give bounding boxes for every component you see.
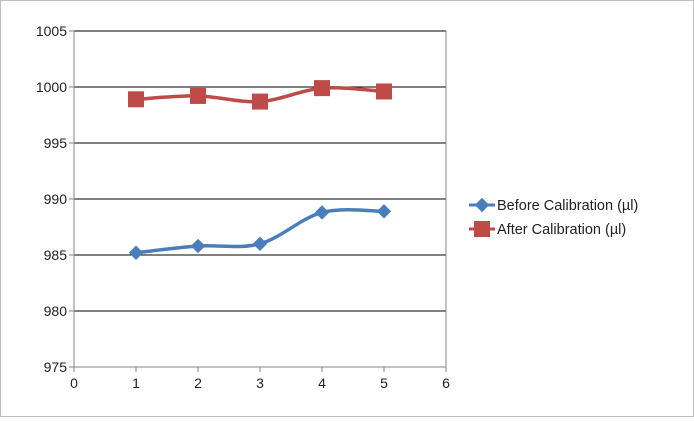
- legend-label: After Calibration (µl): [497, 222, 626, 238]
- y-tick-label: 1000: [36, 79, 67, 95]
- square-marker: [376, 83, 392, 100]
- axes: [69, 30, 447, 372]
- square-marker: [314, 80, 330, 97]
- series-2: [128, 80, 392, 110]
- square-marker: [252, 93, 268, 110]
- x-tick-label: 1: [132, 375, 140, 391]
- gridlines: [74, 30, 446, 312]
- tick-labels: 975 980 985 990 995 1000 1005 0 1 2 3 4 5 6: [36, 23, 450, 391]
- x-tick-label: 0: [70, 375, 78, 391]
- diamond-marker: [252, 236, 268, 252]
- legend-entry-2: After Calibration (µl): [469, 221, 626, 238]
- legend-label: Before Calibration (µl): [497, 198, 638, 214]
- x-tick-label: 4: [318, 375, 326, 391]
- y-tick-label: 985: [44, 247, 68, 263]
- legend: Before Calibration (µl) After Calibration…: [469, 197, 638, 238]
- legend-entry-1: Before Calibration (µl): [469, 197, 638, 214]
- legend-diamond-marker: [474, 197, 490, 213]
- x-tick-label: 3: [256, 375, 264, 391]
- x-tick-label: 5: [380, 375, 388, 391]
- series: [128, 80, 392, 260]
- legend-square-marker: [474, 221, 490, 237]
- diamond-marker: [376, 204, 392, 219]
- y-tick-label: 990: [44, 191, 68, 207]
- diamond-marker: [314, 205, 330, 220]
- y-tick-label: 980: [44, 303, 68, 319]
- series-1: [128, 204, 392, 260]
- y-tick-label: 975: [44, 359, 68, 375]
- y-tick-label: 995: [44, 135, 68, 151]
- x-tick-label: 6: [442, 375, 450, 391]
- square-marker: [190, 87, 206, 104]
- diamond-marker: [190, 238, 206, 254]
- x-tick-label: 2: [194, 375, 202, 391]
- square-marker: [128, 91, 144, 108]
- y-tick-label: 1005: [36, 23, 67, 39]
- diamond-marker: [128, 245, 144, 260]
